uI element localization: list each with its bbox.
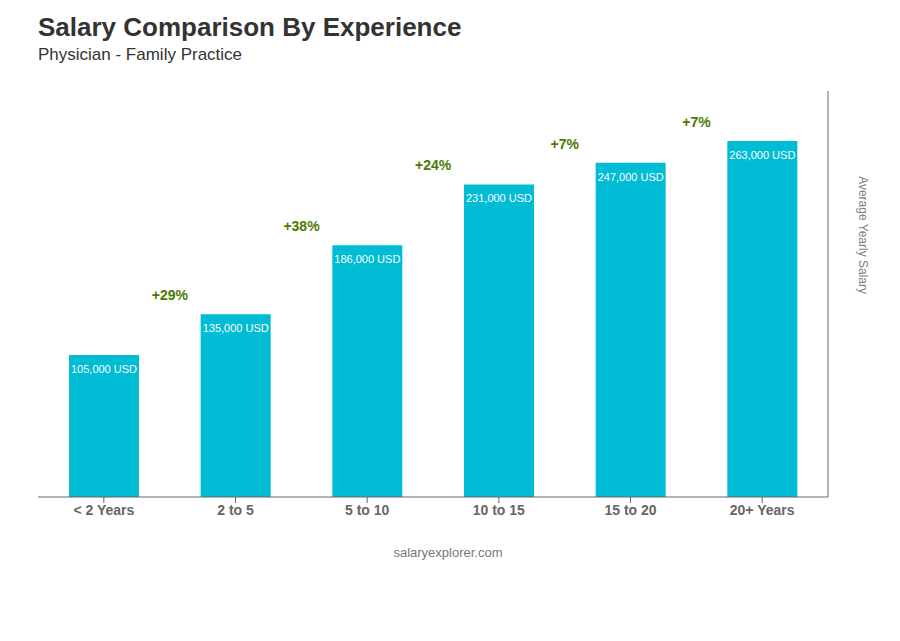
svg-text:231,000 USD: 231,000 USD (466, 192, 532, 204)
svg-text:135,000 USD: 135,000 USD (203, 322, 269, 334)
html-text:salaryexplorer.com: salaryexplorer.com (393, 545, 503, 560)
svg-text:263,000 USD: 263,000 USD (729, 149, 795, 161)
svg-text:10 to 15: 10 to 15 (473, 502, 525, 518)
svg-text:186,000 USD: 186,000 USD (334, 253, 400, 265)
svg-text:247,000 USD: 247,000 USD (598, 171, 664, 183)
html-text:Physician - Family Practice: Physician - Family Practice (38, 45, 243, 64)
svg-text:105,000 USD: 105,000 USD (71, 363, 137, 375)
svg-text:+38%: +38% (283, 218, 320, 234)
svg-text:+29%: +29% (152, 287, 189, 303)
svg-text:< 2 Years: < 2 Years (73, 502, 134, 518)
svg-text:Average Yearly Salary: Average Yearly Salary (856, 176, 870, 294)
svg-text:20+ Years: 20+ Years (730, 502, 795, 518)
svg-text:+24%: +24% (415, 157, 452, 173)
svg-text:+7%: +7% (682, 114, 711, 130)
svg-text:2 to 5: 2 to 5 (217, 502, 254, 518)
html-text:Salary Comparison By Experienc: Salary Comparison By Experience (38, 12, 462, 42)
svg-text:15 to 20: 15 to 20 (604, 502, 656, 518)
svg-text:+7%: +7% (551, 136, 580, 152)
svg-text:5 to 10: 5 to 10 (345, 502, 390, 518)
